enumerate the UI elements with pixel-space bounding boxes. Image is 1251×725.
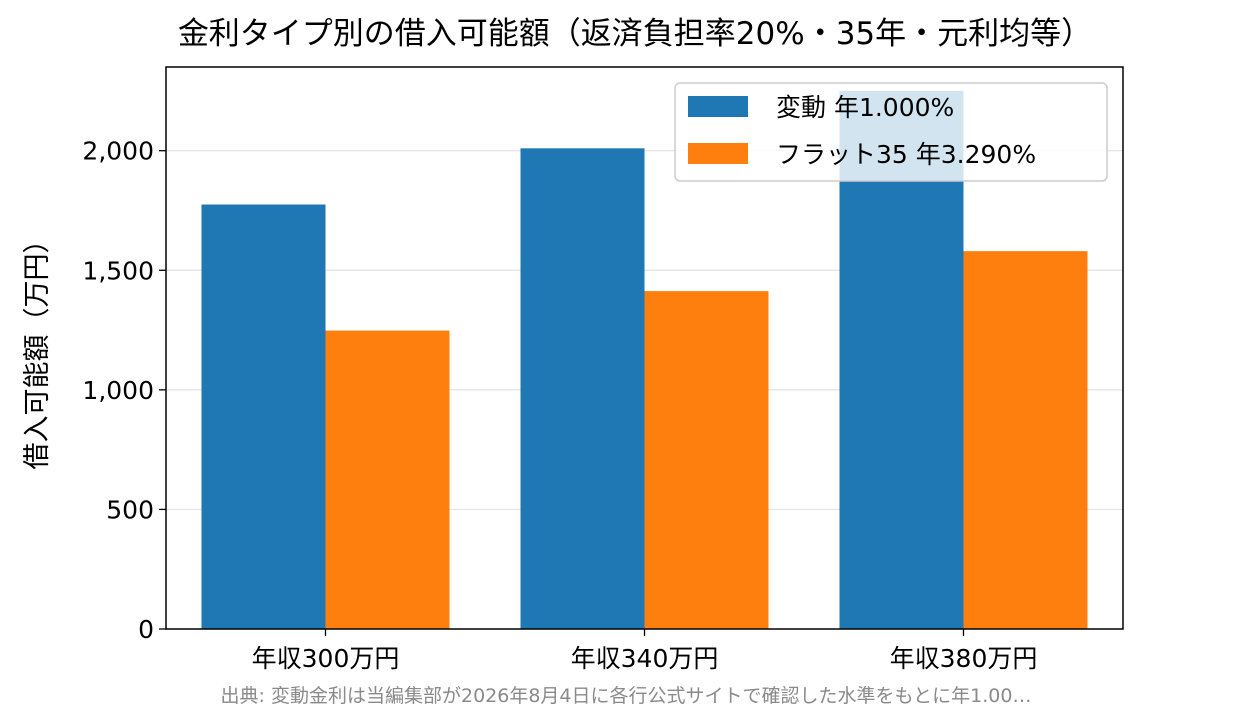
bar-variable (201, 204, 326, 630)
x-tick-label: 年収300万円 (252, 644, 400, 673)
source-note: 出典: 変動金利は当編集部が2026年8月4日に各行公式サイトで確認した水準をも… (221, 685, 1032, 707)
x-tick-label: 年収380万円 (890, 644, 1038, 673)
y-tick-label: 500 (106, 495, 154, 524)
x-axis-ticks: 年収300万円 年収340万円 年収380万円 (252, 629, 1038, 673)
legend-label-flat35: フラット35 年3.290% (776, 140, 1036, 169)
legend-swatch-flat35 (688, 143, 748, 164)
x-tick-label: 年収340万円 (571, 644, 719, 673)
legend-box (674, 82, 1108, 182)
y-tick-label: 0 (138, 615, 154, 644)
y-tick-label: 1,500 (82, 256, 154, 285)
y-tick-label: 1,000 (82, 376, 154, 405)
legend-swatch-variable (688, 96, 748, 117)
bar-variable (520, 148, 645, 629)
bars (201, 90, 1088, 630)
bar-flat35 (644, 291, 769, 629)
y-axis-ticks: 0 500 1,000 1,500 2,000 (82, 137, 166, 644)
legend: 変動 年1.000% フラット35 年3.290% (674, 82, 1108, 182)
legend-label-variable: 変動 年1.000% (776, 93, 954, 122)
bar-flat35 (963, 251, 1088, 629)
y-axis-label: 借入可能額（万円） (22, 227, 53, 470)
chart-title: 金利タイプ別の借入可能額（返済負担率20%・35年・元利均等） (178, 16, 1092, 52)
bar-flat35 (325, 330, 450, 629)
y-tick-label: 2,000 (82, 137, 154, 166)
